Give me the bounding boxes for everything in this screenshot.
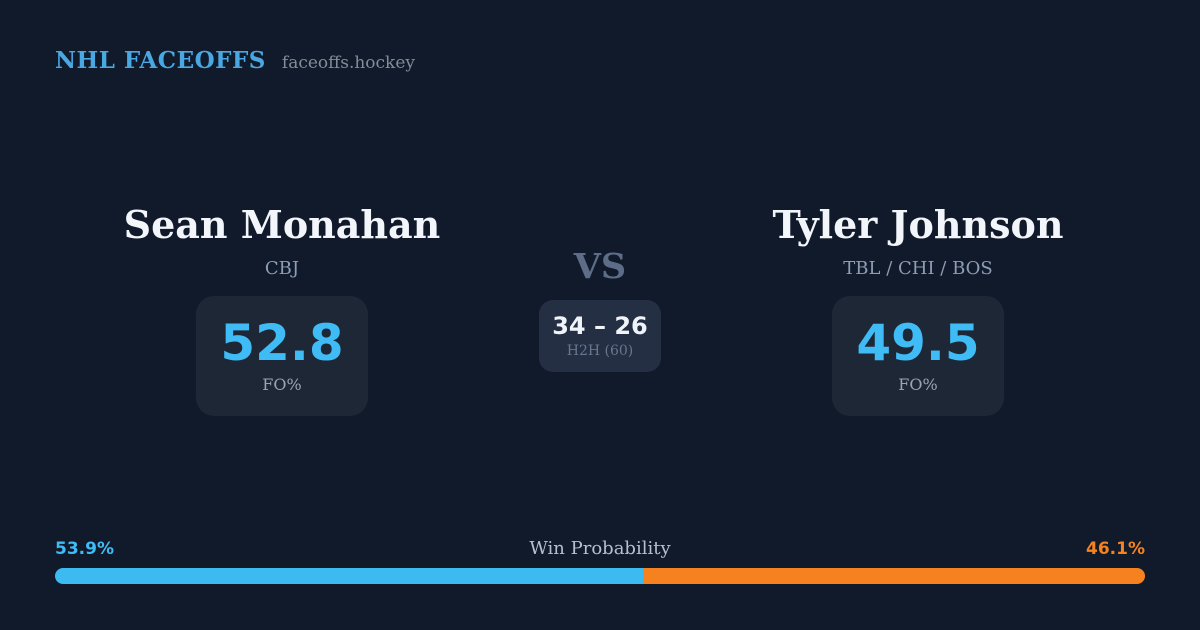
- player-right: Tyler Johnson TBL / CHI / BOS 49.5 FO%: [698, 203, 1138, 416]
- win-probability-section: 53.9% Win Probability 46.1%: [55, 538, 1145, 584]
- vs-label: VS: [573, 246, 627, 287]
- h2h-box: 34 – 26 H2H (60): [539, 300, 661, 372]
- win-probability-bar: [55, 568, 1145, 584]
- player-right-teams: TBL / CHI / BOS: [843, 257, 993, 279]
- player-right-fo-label: FO%: [898, 374, 938, 394]
- player-right-name: Tyler Johnson: [772, 202, 1064, 247]
- site-domain: faceoffs.hockey: [281, 53, 416, 73]
- win-probability-labels: 53.9% Win Probability 46.1%: [55, 538, 1145, 559]
- header: NHL FACEOFFS faceoffs.hockey: [55, 47, 415, 74]
- win-prob-right-fill: [642, 568, 1145, 584]
- player-right-fo-value: 49.5: [856, 313, 980, 372]
- player-left-fo-box: 52.8 FO%: [196, 295, 368, 416]
- player-left: Sean Monahan CBJ 52.8 FO%: [62, 203, 502, 416]
- win-prob-left-fill: [55, 568, 643, 584]
- vs-column: VS 34 – 26 H2H (60): [480, 249, 720, 372]
- player-left-name: Sean Monahan: [123, 202, 441, 247]
- player-left-fo-label: FO%: [262, 374, 302, 394]
- brand-title: NHL FACEOFFS: [55, 47, 266, 74]
- player-left-fo-value: 52.8: [220, 313, 344, 372]
- h2h-score: 34 – 26: [552, 311, 648, 340]
- h2h-label: H2H (60): [566, 342, 634, 359]
- win-prob-left-pct: 53.9%: [55, 539, 114, 559]
- win-prob-title: Win Probability: [529, 538, 671, 559]
- win-prob-right-pct: 46.1%: [1086, 539, 1145, 559]
- player-left-teams: CBJ: [264, 257, 300, 279]
- player-right-fo-box: 49.5 FO%: [832, 295, 1004, 416]
